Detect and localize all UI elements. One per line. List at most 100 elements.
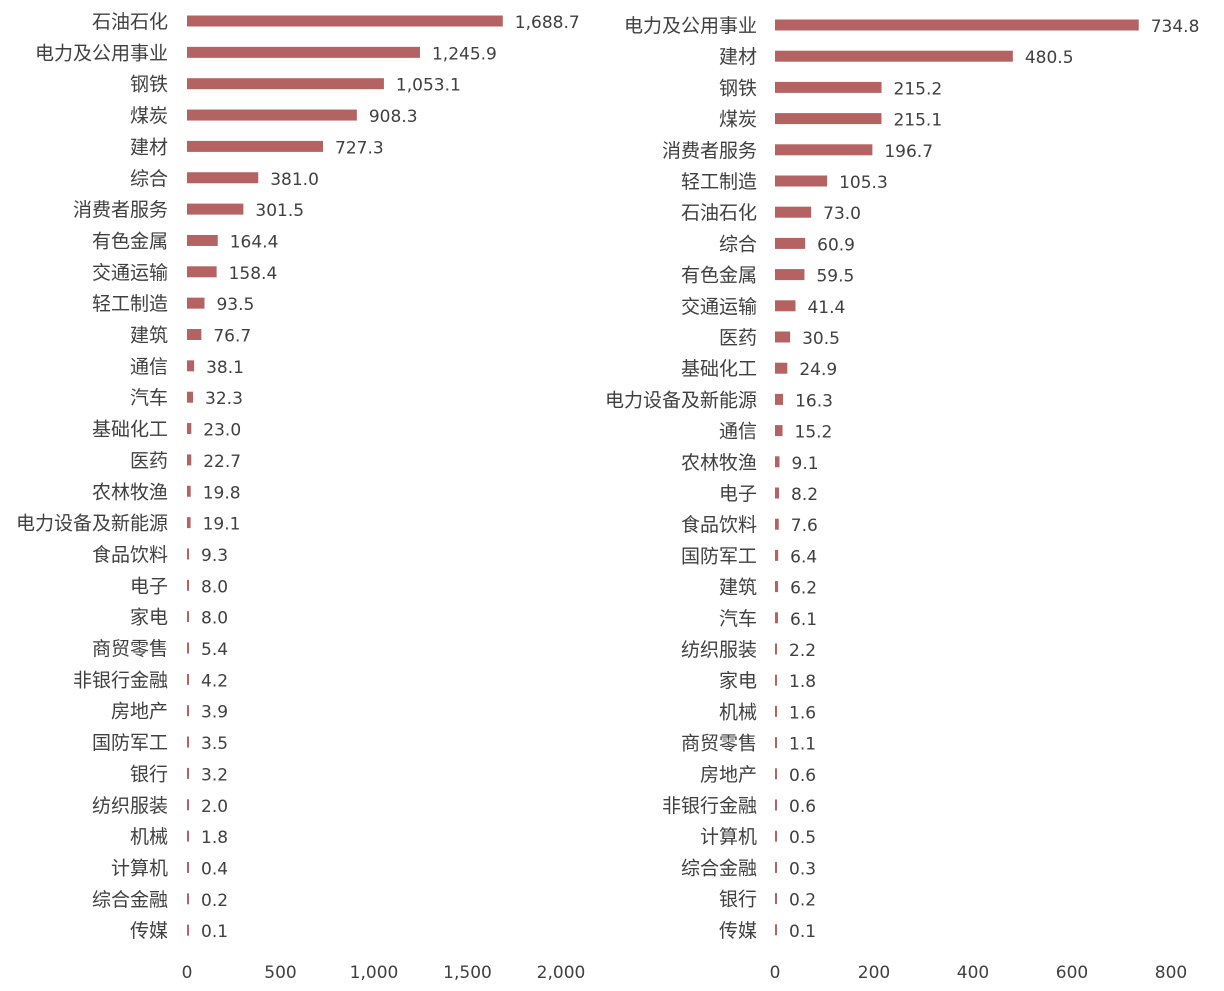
category-label: 煤炭 bbox=[130, 105, 168, 127]
bar bbox=[775, 768, 777, 779]
bar bbox=[187, 548, 189, 559]
category-label: 交通运输 bbox=[681, 296, 757, 318]
category-label: 机械 bbox=[719, 701, 757, 723]
category-label: 建筑 bbox=[130, 325, 168, 347]
category-label: 计算机 bbox=[700, 826, 757, 848]
category-label: 商贸零售 bbox=[92, 638, 168, 660]
category-label: 交通运输 bbox=[92, 262, 168, 284]
bar bbox=[775, 238, 805, 249]
data-label: 93.5 bbox=[216, 295, 254, 315]
bar bbox=[187, 78, 384, 89]
bar bbox=[775, 113, 881, 124]
category-label: 医药 bbox=[130, 450, 168, 472]
data-label: 73.0 bbox=[823, 204, 861, 224]
bar bbox=[187, 423, 191, 434]
bar bbox=[775, 893, 777, 904]
x-tick-label: 1,500 bbox=[443, 963, 492, 983]
category-label: 汽车 bbox=[130, 387, 168, 409]
data-label: 1.8 bbox=[201, 828, 228, 848]
data-label: 1.6 bbox=[789, 703, 816, 723]
data-label: 0.3 bbox=[789, 859, 816, 879]
x-tick-label: 0 bbox=[770, 963, 781, 983]
bar bbox=[187, 674, 189, 685]
category-label: 建筑 bbox=[719, 577, 757, 599]
bar bbox=[187, 517, 191, 528]
bar bbox=[775, 581, 778, 592]
data-label: 3.9 bbox=[201, 703, 228, 723]
category-label: 医药 bbox=[719, 327, 757, 349]
data-label: 0.6 bbox=[789, 797, 816, 817]
data-label: 60.9 bbox=[817, 235, 855, 255]
bar bbox=[775, 519, 779, 530]
category-label: 纺织服装 bbox=[681, 639, 757, 661]
category-label: 有色金属 bbox=[92, 230, 168, 252]
bar bbox=[775, 82, 882, 93]
x-tick-label: 200 bbox=[858, 963, 890, 983]
data-label: 4.2 bbox=[201, 671, 228, 691]
category-label: 综合金融 bbox=[681, 857, 757, 879]
data-label: 158.4 bbox=[229, 264, 278, 284]
category-label: 通信 bbox=[130, 356, 168, 378]
bar bbox=[775, 924, 777, 935]
category-label: 石油石化 bbox=[681, 202, 757, 224]
category-label: 钢铁 bbox=[719, 77, 757, 99]
category-label: 电子 bbox=[130, 575, 168, 597]
data-label: 215.1 bbox=[893, 111, 942, 131]
data-label: 164.4 bbox=[230, 232, 279, 252]
data-label: 0.5 bbox=[789, 828, 816, 848]
data-label: 215.2 bbox=[894, 79, 943, 99]
category-label: 纺织服装 bbox=[92, 795, 168, 817]
bar bbox=[187, 925, 189, 936]
bar bbox=[187, 799, 189, 810]
category-label: 电子 bbox=[719, 483, 757, 505]
category-label: 食品饮料 bbox=[92, 544, 168, 566]
data-label: 0.6 bbox=[789, 766, 816, 786]
data-label: 0.2 bbox=[201, 891, 228, 911]
bar bbox=[775, 20, 1139, 31]
data-label: 1.8 bbox=[789, 672, 816, 692]
category-label: 机械 bbox=[130, 826, 168, 848]
data-label: 6.1 bbox=[790, 610, 817, 630]
data-label: 0.2 bbox=[789, 891, 816, 911]
category-label: 钢铁 bbox=[130, 74, 168, 96]
x-tick-label: 800 bbox=[1155, 963, 1187, 983]
data-label: 1.1 bbox=[789, 735, 816, 755]
bar bbox=[775, 706, 777, 717]
data-label: 908.3 bbox=[369, 107, 418, 127]
data-label: 1,053.1 bbox=[396, 76, 461, 96]
bar bbox=[775, 644, 777, 655]
data-label: 30.5 bbox=[802, 329, 840, 349]
category-label: 通信 bbox=[719, 421, 757, 443]
bar bbox=[187, 643, 189, 654]
category-label: 银行 bbox=[719, 889, 757, 911]
bar bbox=[775, 269, 804, 280]
data-label: 5.4 bbox=[201, 640, 228, 660]
data-label: 3.2 bbox=[201, 765, 228, 785]
data-label: 1,688.7 bbox=[515, 13, 580, 33]
category-label: 汽车 bbox=[719, 608, 757, 630]
bar bbox=[775, 862, 777, 873]
data-label: 0.1 bbox=[789, 922, 816, 942]
data-label: 2.0 bbox=[201, 797, 228, 817]
data-label: 15.2 bbox=[795, 423, 833, 443]
data-label: 19.8 bbox=[203, 483, 241, 503]
category-label: 非银行金融 bbox=[73, 669, 168, 691]
bar bbox=[187, 360, 194, 371]
bar bbox=[775, 207, 811, 218]
category-label: 综合 bbox=[719, 233, 757, 255]
category-label: 计算机 bbox=[111, 857, 168, 879]
data-label: 301.5 bbox=[255, 201, 304, 221]
bar bbox=[187, 329, 201, 340]
bar bbox=[187, 266, 217, 277]
data-label: 9.3 bbox=[201, 546, 228, 566]
bar bbox=[187, 580, 189, 591]
category-label: 银行 bbox=[130, 763, 168, 785]
bar bbox=[775, 332, 790, 343]
bar bbox=[775, 831, 777, 842]
data-label: 19.1 bbox=[203, 515, 241, 535]
data-label: 41.4 bbox=[807, 298, 845, 318]
bar bbox=[187, 737, 189, 748]
bar bbox=[187, 768, 189, 779]
